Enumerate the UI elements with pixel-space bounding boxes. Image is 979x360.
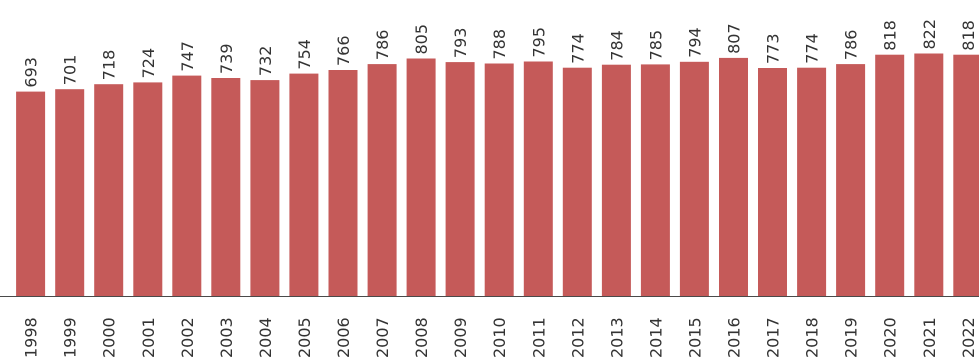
value-label-2021: 822 — [920, 19, 939, 50]
bar-2000 — [94, 84, 124, 296]
x-tick-label-2011: 2011 — [529, 317, 548, 358]
bar-2006 — [328, 70, 358, 296]
value-label-2005: 754 — [295, 39, 314, 70]
x-tick-label-2001: 2001 — [139, 317, 158, 358]
value-label-2006: 766 — [334, 35, 353, 66]
bar-2014 — [640, 64, 670, 297]
x-tick-label-2014: 2014 — [646, 317, 665, 358]
value-labels-group: 693 701 718 724 747 739 732 754 766 786 805 793 788 7… — [22, 19, 978, 88]
x-tick-label-2003: 2003 — [217, 317, 236, 358]
x-tick-label-2019: 2019 — [842, 317, 861, 358]
x-tick-label-2022: 2022 — [959, 317, 978, 358]
bar-2022 — [953, 54, 979, 297]
bar-2019 — [836, 64, 866, 296]
bar-2004 — [250, 80, 280, 296]
x-tick-label-2010: 2010 — [490, 317, 509, 358]
value-label-1999: 701 — [61, 55, 80, 86]
value-label-2018: 774 — [803, 33, 822, 64]
x-tick-label-2005: 2005 — [295, 317, 314, 358]
bar-2003 — [211, 78, 241, 296]
value-label-2017: 773 — [764, 33, 783, 64]
value-label-2000: 718 — [100, 50, 119, 81]
bar-2012 — [562, 67, 592, 296]
x-tick-label-2018: 2018 — [803, 317, 822, 358]
bar-2009 — [445, 62, 475, 296]
x-tick-label-1998: 1998 — [22, 317, 41, 358]
x-tick-label-1999: 1999 — [61, 317, 80, 358]
value-label-2014: 785 — [646, 30, 665, 61]
x-tick-label-2006: 2006 — [334, 317, 353, 358]
value-label-2001: 724 — [139, 48, 158, 79]
value-label-2008: 805 — [412, 24, 431, 55]
value-label-2010: 788 — [490, 29, 509, 60]
value-label-2009: 793 — [451, 28, 470, 59]
x-tick-label-2016: 2016 — [725, 317, 744, 358]
x-tick-label-2002: 2002 — [178, 317, 197, 358]
value-label-2002: 747 — [178, 41, 197, 72]
bar-2011 — [523, 61, 553, 296]
value-label-1998: 693 — [22, 57, 41, 88]
value-label-2007: 786 — [373, 30, 392, 61]
x-tick-label-2015: 2015 — [685, 317, 704, 358]
x-tick-label-2021: 2021 — [920, 317, 939, 358]
bar-2008 — [406, 58, 436, 296]
bar-2001 — [133, 82, 163, 297]
bar-2007 — [367, 64, 397, 296]
value-label-2003: 739 — [217, 43, 236, 74]
bars-group — [16, 53, 979, 297]
x-tick-label-2004: 2004 — [256, 317, 275, 358]
x-tick-label-2012: 2012 — [568, 317, 587, 358]
value-label-2004: 732 — [256, 46, 275, 77]
value-label-2012: 774 — [568, 33, 587, 64]
x-tick-label-2000: 2000 — [100, 317, 119, 358]
value-label-2019: 786 — [842, 30, 861, 61]
value-label-2016: 807 — [725, 23, 744, 54]
value-label-2015: 794 — [685, 27, 704, 58]
bar-1999 — [55, 89, 85, 296]
x-tick-label-2013: 2013 — [607, 317, 626, 358]
bar-2016 — [719, 57, 748, 297]
value-label-2013: 784 — [607, 30, 626, 61]
bar-2013 — [601, 64, 631, 296]
value-label-2020: 818 — [881, 20, 900, 51]
x-tick-label-2007: 2007 — [373, 317, 392, 358]
bar-2020 — [875, 54, 905, 297]
x-tick-label-2009: 2009 — [451, 317, 470, 358]
x-tick-label-2017: 2017 — [764, 317, 783, 358]
bar-1998 — [16, 91, 46, 296]
bar-2010 — [484, 63, 514, 296]
bar-2018 — [797, 67, 827, 296]
bar-2015 — [679, 61, 709, 296]
bar-2017 — [758, 68, 787, 296]
x-tick-label-2020: 2020 — [881, 317, 900, 358]
x-tick-labels-group: 1998 1999 2000 2001 2002 2003 2004 2005 2006 2007… — [22, 317, 978, 358]
value-label-2011: 795 — [529, 27, 548, 58]
value-label-2022: 818 — [959, 20, 978, 51]
bar-2002 — [172, 75, 202, 296]
x-tick-label-2008: 2008 — [412, 317, 431, 358]
bar-2021 — [914, 53, 944, 296]
bar-2005 — [289, 73, 319, 296]
